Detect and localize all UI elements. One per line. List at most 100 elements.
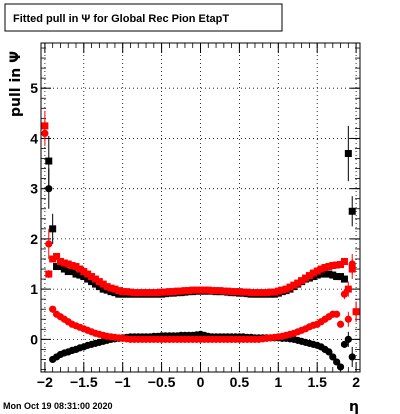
data-point [88, 273, 96, 281]
data-point [115, 290, 123, 298]
data-point [274, 287, 282, 295]
chart-title: Fitted pull in Ψ for Global Rec Pion Eta… [13, 13, 229, 25]
data-point [270, 288, 278, 296]
data-point [88, 278, 96, 286]
x-tick-label: −2 [37, 374, 53, 390]
data-point [325, 270, 333, 278]
x-axis: −2 −1.5 −1 −0.5 0 0.5 1 1.5 2 [37, 43, 360, 390]
data-point [321, 270, 329, 278]
data-point [80, 268, 88, 276]
data-point [185, 287, 193, 295]
data-point [68, 262, 76, 270]
data-point [336, 320, 345, 328]
data-point [294, 279, 302, 287]
data-point [107, 288, 115, 296]
data-point [317, 270, 325, 278]
x-tick-label: 1 [274, 374, 282, 390]
data-point [115, 287, 123, 295]
data-point [204, 286, 212, 294]
data-point [72, 270, 80, 278]
data-point [278, 286, 286, 294]
x-tick-label: 2 [352, 374, 360, 390]
data-point [340, 257, 348, 265]
data-point [302, 274, 310, 282]
data-point [313, 271, 321, 279]
y-axis: 0 1 2 3 4 5 [30, 47, 360, 370]
data-point [344, 150, 352, 158]
data-point [80, 273, 88, 281]
data-point [158, 288, 166, 296]
data-point [76, 271, 84, 279]
data-point [329, 353, 337, 361]
x-axis-label: η [349, 399, 359, 414]
data-point [333, 310, 341, 318]
data-point [247, 289, 255, 297]
series-3 [41, 120, 360, 343]
data-point [45, 240, 53, 248]
data-point [181, 287, 189, 295]
data-point [99, 285, 107, 293]
data-point [60, 259, 68, 267]
data-point [344, 315, 352, 323]
data-point [317, 265, 325, 273]
data-point [220, 287, 228, 295]
y-tick-label: 1 [30, 281, 38, 297]
data-point [56, 263, 64, 271]
data-point [72, 263, 80, 271]
data-point [107, 284, 115, 292]
data-point [286, 283, 294, 291]
data-point [95, 278, 103, 286]
data-point [344, 335, 352, 343]
data-point [329, 262, 337, 270]
data-point [212, 287, 220, 295]
data-point [200, 286, 208, 294]
data-point [154, 289, 162, 297]
data-point [91, 280, 99, 288]
series-1 [41, 110, 360, 322]
data-point [224, 287, 232, 295]
x-tick-label: 0 [197, 374, 205, 390]
data-point [344, 285, 352, 293]
data-series [41, 110, 360, 371]
data-point [64, 268, 72, 276]
data-point [336, 363, 345, 371]
data-point [177, 287, 185, 295]
data-point [49, 305, 57, 313]
y-axis-label: pull in Ψ [8, 51, 24, 117]
x-tick-label: −1.5 [70, 374, 98, 390]
data-point [49, 255, 57, 263]
x-tick-label: 1.5 [307, 374, 327, 390]
data-point [119, 288, 127, 296]
y-tick-label: 3 [30, 181, 38, 197]
data-point [333, 273, 341, 281]
data-point [76, 265, 84, 273]
data-point [111, 289, 119, 297]
data-point [340, 290, 349, 298]
data-point [193, 286, 201, 294]
data-point [305, 272, 313, 280]
data-point [123, 288, 131, 296]
data-point [216, 287, 224, 295]
data-point [340, 340, 349, 348]
data-point [103, 286, 111, 294]
data-point [235, 288, 243, 296]
data-point [53, 252, 61, 260]
data-point [325, 263, 333, 271]
data-point [259, 289, 267, 297]
data-point [68, 268, 76, 276]
data-point [49, 225, 57, 233]
data-point [165, 288, 173, 296]
x-tick-label: −0.5 [148, 374, 176, 390]
x-tick-label: 0.5 [230, 374, 250, 390]
data-point [91, 275, 99, 283]
data-point [232, 288, 240, 296]
data-point [267, 288, 275, 296]
data-point [333, 261, 341, 269]
data-point [321, 264, 329, 272]
data-point [64, 260, 72, 268]
data-point [325, 348, 333, 356]
data-point [150, 289, 158, 297]
data-point [333, 358, 341, 366]
data-point [263, 289, 271, 297]
